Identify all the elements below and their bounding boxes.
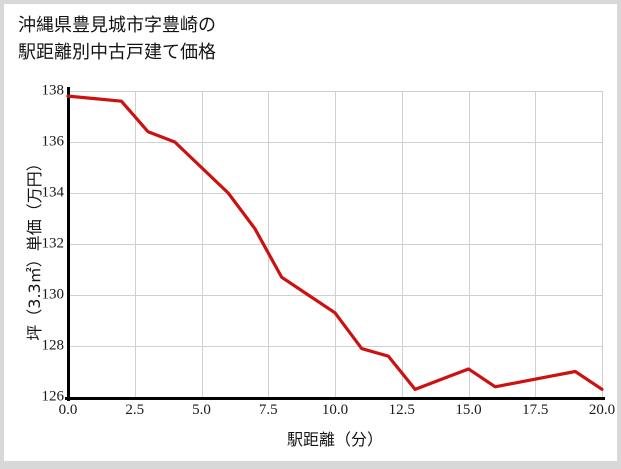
chart-title: 沖縄県豊見城市字豊崎の 駅距離別中古戸建て価格 <box>18 15 216 63</box>
y-axis-tick-label: 134 <box>41 184 65 201</box>
x-axis-spine <box>65 397 605 400</box>
gridline-vertical <box>468 91 470 397</box>
x-axis-tick-label: 20.0 <box>588 402 616 418</box>
x-axis-tick-label: 0.0 <box>58 402 78 418</box>
y-axis-tick-label: 126 <box>41 388 65 405</box>
chart-figure: 沖縄県豊見城市字豊崎の 駅距離別中古戸建て価格 126 128 130 132 134 1… <box>4 4 617 461</box>
x-axis-tick-label: 7.5 <box>258 402 278 418</box>
x-axis-title: 駅距離（分） <box>286 430 383 449</box>
y-axis-title: 坪（3.3㎡）単価（万円） <box>25 155 44 341</box>
x-axis-tick-label: 10.0 <box>321 402 349 418</box>
gridline-vertical <box>602 91 603 397</box>
x-axis-tick-label: 5.0 <box>192 402 211 418</box>
gridline-vertical <box>201 91 203 397</box>
price-line <box>66 94 604 391</box>
x-axis-tick-label: 17.5 <box>522 402 549 418</box>
y-axis-tick-labels: 126 128 130 132 134 136 138 <box>14 83 65 405</box>
gridline-vertical <box>335 91 336 397</box>
x-axis-tick-labels: 0.0 2.5 5.0 7.5 10.0 12.5 15.0 17.5 20.0 <box>59 402 616 424</box>
y-axis-tick-label: 138 <box>41 82 65 99</box>
plot-area <box>65 87 605 401</box>
y-axis-tick-label: 136 <box>41 133 65 150</box>
y-axis-spine <box>67 87 70 401</box>
x-axis-tick-label: 12.5 <box>388 402 415 418</box>
x-axis-tick-label: 2.5 <box>125 402 145 418</box>
gridline-vertical <box>134 91 136 397</box>
gridline-vertical <box>535 91 537 397</box>
gridline-vertical <box>401 91 403 397</box>
y-axis-tick-label: 128 <box>41 337 65 354</box>
gridline-vertical <box>268 91 270 397</box>
y-axis-tick-label: 130 <box>41 286 65 303</box>
data-line-series <box>66 94 604 391</box>
y-axis-tick-label: 132 <box>41 235 65 252</box>
x-axis-tick-label: 15.0 <box>455 402 482 418</box>
